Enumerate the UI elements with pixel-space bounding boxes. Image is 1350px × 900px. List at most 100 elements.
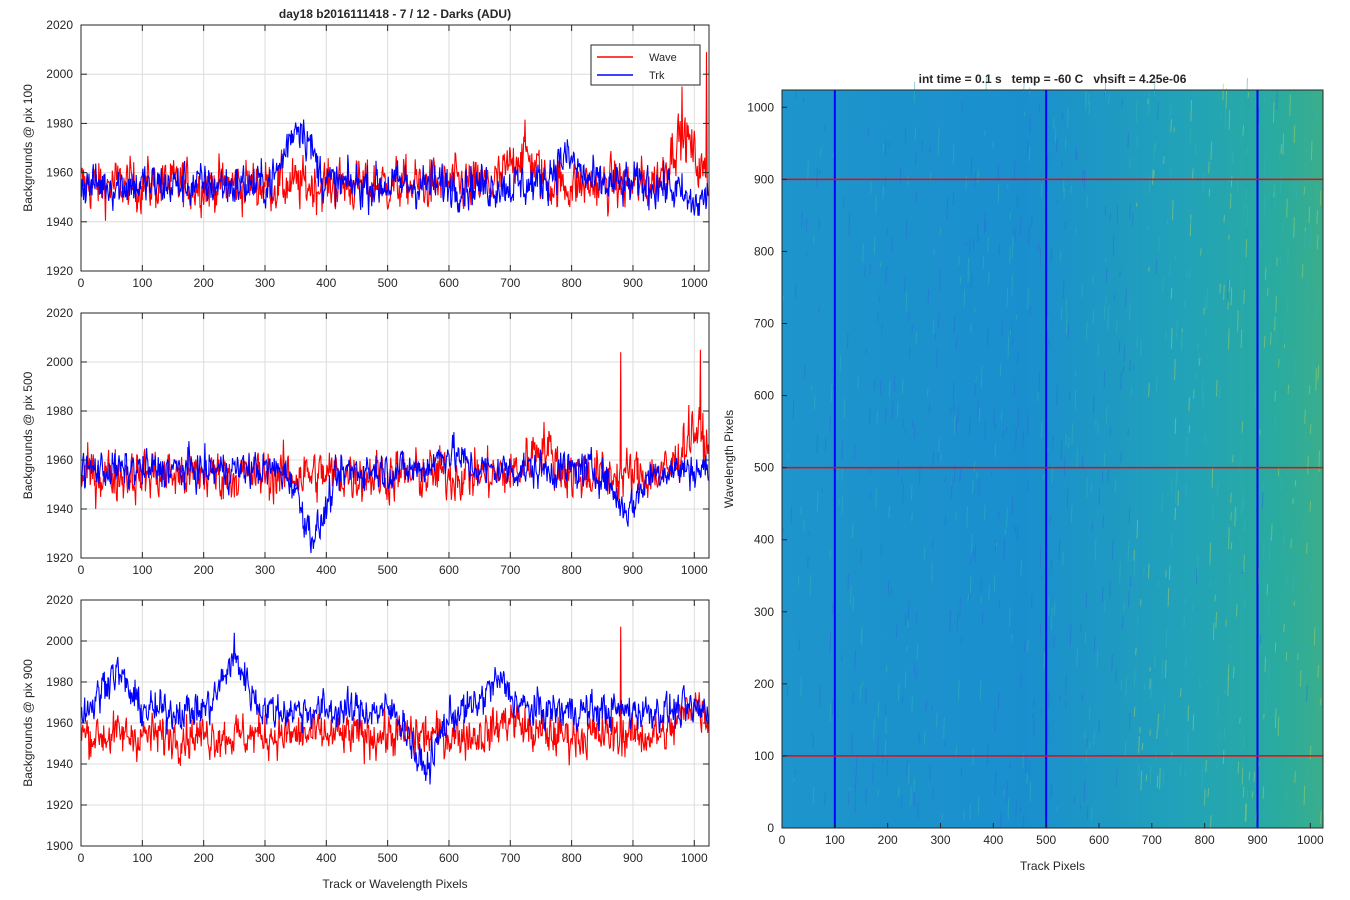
heatmap-streak (1002, 429, 1004, 438)
heatmap-streak (1304, 409, 1306, 425)
heatmap-streak (1187, 705, 1190, 722)
heatmap-streak (1254, 99, 1257, 109)
series-trk-line (80, 432, 709, 554)
heatmap-streak (1081, 170, 1084, 183)
heatmap-streak (1170, 532, 1173, 547)
heatmap-streak (952, 144, 955, 165)
heatmap-streak (1029, 305, 1031, 315)
heatmap-streak (1285, 791, 1287, 805)
heatmap-streak (1165, 570, 1167, 578)
heatmap-streak (932, 538, 934, 550)
heatmap-streak (896, 401, 899, 417)
heatmap-streak (1230, 492, 1232, 504)
heatmap-streak (1210, 141, 1213, 160)
heatmap-streak (1258, 107, 1260, 124)
heatmap-streak (901, 794, 903, 807)
heatmap-streak (1020, 561, 1022, 578)
heatmap-streak (1316, 187, 1318, 204)
heatmap-streak (1319, 190, 1322, 206)
x-tick-label: 700 (500, 276, 520, 290)
heatmap-streak (1232, 666, 1235, 679)
heatmap-streak (913, 81, 916, 103)
heatmap-streak (1197, 353, 1200, 366)
heatmap-streak (980, 577, 982, 593)
heatmap-streak (1140, 339, 1142, 356)
heatmap-streak (932, 450, 935, 469)
x-tick-label: 200 (878, 833, 898, 847)
heatmap-streak (1165, 727, 1168, 736)
heatmap-streak (1303, 186, 1306, 195)
heatmap-streak (1279, 144, 1281, 161)
y-tick-label: 1920 (46, 264, 73, 278)
heatmap-streak (1127, 132, 1129, 149)
heatmap-streak (1204, 434, 1207, 443)
heatmap-streak (1169, 104, 1172, 116)
heatmap-streak (1274, 390, 1276, 402)
x-tick-label: 800 (562, 851, 582, 865)
heatmap-streak (875, 196, 877, 214)
heatmap-streak (1067, 322, 1070, 339)
heatmap-streak (967, 593, 970, 602)
heatmap-streak (1054, 125, 1057, 143)
heatmap-streak (1109, 213, 1111, 221)
heatmap-streak (1149, 666, 1151, 672)
series-trk-line (80, 119, 709, 216)
heatmap-streak (1284, 330, 1286, 340)
heatmap-streak (1081, 284, 1083, 298)
heatmap-streak (813, 234, 815, 245)
heatmap-streak (1154, 142, 1157, 151)
heatmap-streak (1129, 302, 1131, 320)
heatmap-streak (944, 514, 947, 527)
heatmap-streak (1224, 110, 1227, 129)
heatmap-streak (1230, 287, 1233, 306)
heatmap-streak (800, 677, 802, 697)
heatmap-streak (868, 407, 871, 426)
heatmap-streak (832, 384, 835, 391)
heatmap-streak (1289, 94, 1291, 116)
heatmap-streak (932, 786, 934, 800)
heatmap-streak (1006, 780, 1008, 803)
heatmap-streak (1229, 643, 1231, 652)
heatmap-streak (1227, 664, 1230, 680)
heatmap-streak (885, 407, 887, 423)
heatmap-streak (984, 130, 986, 136)
heatmap-streak (1148, 174, 1151, 195)
heatmap-streak (1295, 184, 1298, 201)
heatmap-streak (1152, 169, 1154, 185)
heatmap-streak (1294, 771, 1296, 783)
heatmap-streak (907, 312, 910, 322)
heatmap-streak (978, 407, 981, 422)
heatmap-streak (1264, 691, 1267, 707)
heatmap-streak (975, 376, 977, 384)
heatmap-streak (938, 438, 940, 454)
heatmap-streak (1304, 231, 1306, 250)
x-tick-label: 100 (132, 563, 152, 577)
x-tick-label: 300 (930, 833, 950, 847)
heatmap-streak (958, 476, 961, 482)
heatmap-streak (1192, 168, 1194, 180)
heatmap-streak (902, 379, 904, 394)
heatmap-streak (914, 127, 917, 141)
heatmap-streak (1185, 483, 1187, 497)
heatmap-streak (992, 141, 994, 149)
heatmap-streak (838, 498, 840, 507)
heatmap-streak (1019, 216, 1022, 237)
legend-box (590, 44, 701, 86)
heatmap-streak (1063, 187, 1065, 200)
heatmap-streak (1069, 624, 1072, 647)
heatmap-streak (1294, 479, 1297, 487)
heatmap-streak (1119, 271, 1121, 278)
heatmap-streak (1243, 493, 1245, 509)
heatmap-streak (907, 621, 909, 629)
heatmap-streak (1319, 698, 1322, 706)
heatmap-streak (1279, 255, 1282, 264)
heatmap-streak (1168, 565, 1171, 580)
heatmap-streak (933, 248, 935, 255)
heatmap-streak (1031, 214, 1033, 227)
x-tick-label: 0 (78, 851, 85, 865)
heatmap-streak (1050, 248, 1053, 261)
heatmap-streak (1217, 701, 1219, 716)
heatmap-streak (1112, 235, 1115, 256)
heatmap-streak (1199, 683, 1201, 690)
heatmap-streak (873, 718, 875, 739)
